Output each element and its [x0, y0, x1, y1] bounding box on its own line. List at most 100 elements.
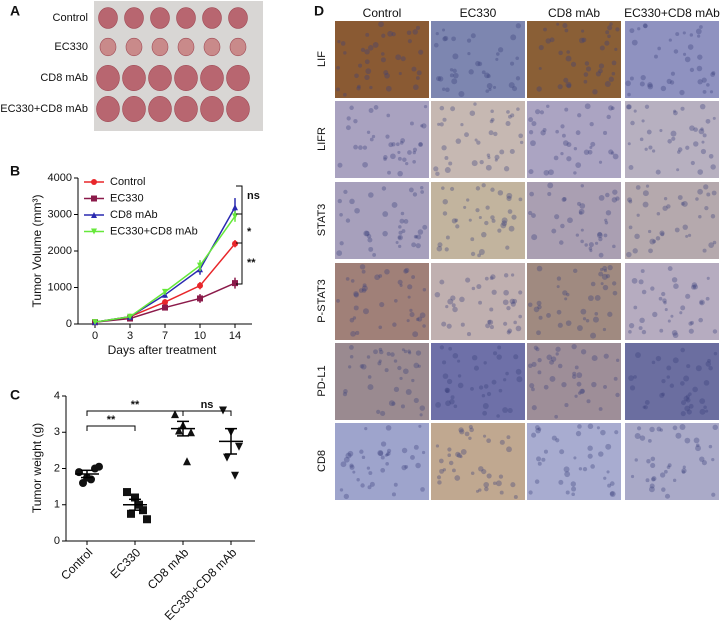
nucleus — [543, 449, 548, 454]
nucleus — [336, 87, 340, 92]
nucleus — [503, 378, 507, 382]
nucleus — [469, 110, 476, 116]
nucleus — [695, 28, 702, 35]
nucleus — [691, 282, 698, 288]
nucleus — [639, 137, 644, 142]
nucleus — [679, 424, 686, 430]
nucleus — [475, 186, 481, 191]
nucleus — [355, 330, 360, 335]
row-label: Control — [53, 12, 88, 24]
nucleus — [628, 375, 634, 381]
nucleus — [663, 469, 668, 474]
nucleus — [704, 205, 709, 211]
nucleus — [376, 409, 381, 414]
nucleus — [684, 405, 691, 412]
nucleus — [643, 23, 648, 29]
nucleus — [372, 42, 379, 48]
row-label: EC330 — [54, 41, 88, 53]
column-label: EC330 — [460, 6, 497, 20]
nucleus — [360, 483, 365, 488]
nucleus — [398, 244, 402, 248]
tumor — [150, 7, 170, 29]
nucleus — [510, 273, 515, 277]
nucleus — [647, 83, 654, 90]
nucleus — [576, 325, 583, 331]
nucleus — [627, 197, 633, 203]
nucleus — [538, 66, 542, 71]
nucleus — [664, 493, 671, 499]
bracket — [86, 425, 136, 431]
nucleus — [485, 323, 491, 329]
nucleus — [470, 33, 476, 39]
tumor — [229, 37, 247, 57]
nucleus — [490, 215, 495, 220]
nucleus — [413, 84, 419, 91]
nucleus — [466, 198, 470, 202]
y-tick-label: 0 — [66, 318, 72, 330]
nucleus — [659, 472, 666, 478]
nucleus — [531, 361, 537, 368]
nucleus — [468, 424, 473, 430]
nucleus — [399, 283, 403, 287]
annotation: * — [247, 226, 252, 238]
nucleus — [636, 426, 642, 431]
nucleus — [530, 140, 536, 147]
nucleus — [345, 125, 351, 131]
nucleus — [538, 315, 543, 320]
nucleus — [505, 121, 511, 127]
nucleus — [575, 162, 582, 168]
nucleus — [484, 72, 490, 79]
nucleus — [574, 394, 578, 398]
nucleus — [583, 72, 589, 77]
nucleus — [609, 481, 615, 486]
tumor — [203, 37, 221, 57]
nucleus — [566, 83, 572, 89]
nucleus — [550, 356, 557, 362]
nucleus — [409, 308, 413, 313]
nucleus — [456, 453, 462, 459]
marker — [171, 410, 179, 419]
nucleus — [364, 74, 370, 81]
nucleus — [408, 187, 414, 193]
nucleus — [705, 296, 710, 301]
nucleus — [543, 384, 549, 390]
nucleus — [528, 210, 533, 216]
nucleus — [353, 144, 358, 150]
ihc-tile — [625, 182, 719, 259]
nucleus — [352, 470, 356, 474]
nucleus — [346, 116, 351, 121]
nucleus — [441, 321, 447, 327]
nucleus — [505, 245, 510, 250]
nucleus — [366, 130, 371, 134]
nucleus — [359, 449, 364, 454]
nucleus — [413, 397, 419, 404]
nucleus — [508, 114, 512, 119]
nucleus — [475, 60, 481, 67]
nucleus — [386, 451, 391, 456]
nucleus — [659, 230, 665, 236]
nucleus — [572, 371, 577, 376]
nucleus — [680, 347, 685, 353]
nucleus — [371, 134, 376, 139]
nucleus — [422, 324, 426, 328]
nucleus — [380, 467, 386, 473]
nucleus — [685, 293, 691, 299]
nucleus — [697, 54, 703, 60]
nucleus — [378, 325, 383, 330]
nucleus — [358, 63, 363, 68]
nucleus — [495, 480, 502, 487]
nucleus — [386, 448, 392, 454]
nucleus — [485, 205, 490, 210]
nucleus — [368, 45, 374, 51]
nucleus — [535, 425, 540, 430]
nucleus — [689, 67, 695, 73]
ihc-tile — [431, 263, 525, 340]
ihc-tile — [625, 101, 719, 178]
nucleus — [496, 414, 500, 418]
nucleus — [557, 84, 563, 90]
ihc-tile — [431, 343, 525, 420]
nucleus — [565, 81, 572, 88]
nucleus — [439, 345, 445, 350]
tumor — [226, 96, 250, 122]
nucleus — [438, 458, 444, 464]
